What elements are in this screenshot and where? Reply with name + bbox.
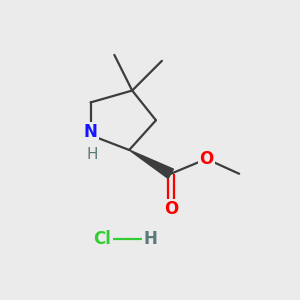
Text: Cl: Cl (94, 230, 111, 248)
Text: O: O (164, 200, 178, 218)
Text: H: H (86, 147, 98, 162)
Text: N: N (84, 123, 98, 141)
Text: O: O (199, 150, 214, 168)
Text: H: H (143, 230, 157, 248)
Polygon shape (129, 150, 173, 178)
